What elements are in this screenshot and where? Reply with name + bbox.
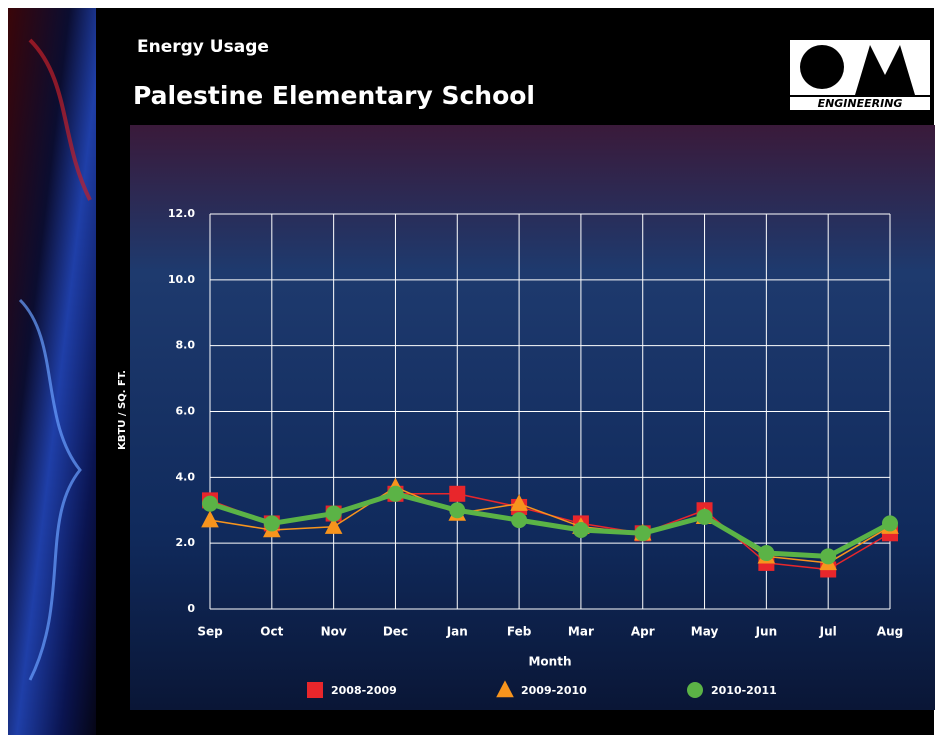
- marker: [820, 548, 836, 564]
- y-tick-label: 4.0: [176, 470, 196, 483]
- x-tick-label: May: [691, 625, 719, 639]
- x-tick-label: Jan: [446, 625, 468, 639]
- marker: [264, 515, 280, 531]
- marker: [882, 515, 898, 531]
- marker: [326, 506, 342, 522]
- decor-strip: [8, 8, 96, 735]
- x-tick-label: Aug: [877, 625, 903, 639]
- marker: [511, 512, 527, 528]
- x-axis-label: Month: [528, 655, 571, 669]
- y-tick-label: 10.0: [168, 273, 195, 286]
- marker: [449, 502, 465, 518]
- logo-text: ENGINEERING: [818, 97, 903, 110]
- legend-label: 2009-2010: [521, 684, 587, 697]
- x-tick-label: Dec: [383, 625, 408, 639]
- x-tick-label: Mar: [568, 625, 594, 639]
- logo-mark: [800, 45, 844, 89]
- legend-marker: [687, 682, 703, 698]
- subtitle: Energy Usage: [137, 37, 269, 57]
- x-tick-label: Sep: [197, 625, 223, 639]
- y-tick-label: 2.0: [176, 536, 196, 549]
- chart-panel: [130, 125, 935, 710]
- marker: [449, 486, 465, 502]
- marker: [635, 525, 651, 541]
- x-tick-label: Apr: [631, 625, 655, 639]
- title: Palestine Elementary School: [133, 81, 535, 110]
- legend-label: 2008-2009: [331, 684, 397, 697]
- marker: [758, 545, 774, 561]
- y-tick-label: 8.0: [176, 339, 196, 352]
- x-tick-label: Nov: [321, 625, 347, 639]
- x-tick-label: Jul: [819, 625, 837, 639]
- legend-label: 2010-2011: [711, 684, 777, 697]
- x-tick-label: Oct: [260, 625, 283, 639]
- legend-marker: [307, 682, 323, 698]
- logo: ENGINEERING: [790, 40, 930, 110]
- marker: [573, 522, 589, 538]
- marker: [202, 496, 218, 512]
- y-tick-label: 6.0: [176, 405, 196, 418]
- slide: Energy Usage Palestine Elementary School…: [0, 0, 942, 742]
- y-tick-label: 0: [187, 602, 195, 615]
- marker: [697, 509, 713, 525]
- y-tick-label: 12.0: [168, 207, 195, 220]
- y-axis-label: KBTU / SQ. FT.: [117, 370, 128, 450]
- marker: [387, 486, 403, 502]
- x-tick-label: Jun: [755, 625, 778, 639]
- x-tick-label: Feb: [507, 625, 532, 639]
